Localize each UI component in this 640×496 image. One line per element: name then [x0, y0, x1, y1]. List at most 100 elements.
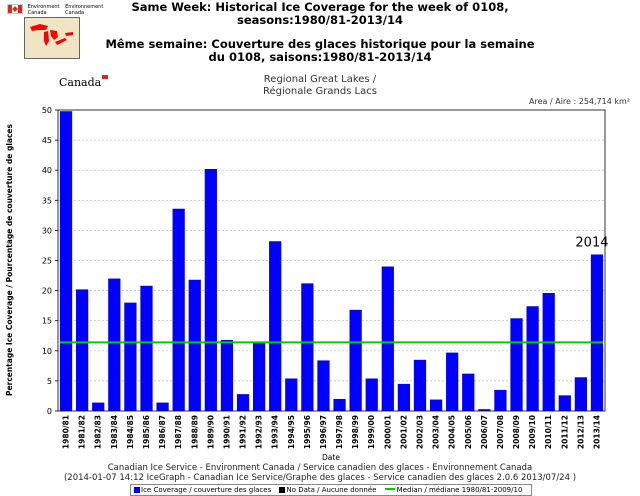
x-tick-label: 1988/89 [190, 415, 199, 449]
bar-2009-10 [526, 306, 539, 411]
wordmark-flag-icon [102, 75, 109, 79]
bar-1998-99 [349, 309, 362, 411]
x-tick-label: 2013/14 [592, 415, 601, 449]
dept-fr-line1: Environnement [65, 4, 104, 10]
legend-item-no-data: No Data / Aucune donnée [279, 485, 376, 495]
bar-2003-04 [429, 399, 443, 411]
footer-line-1: Canadian Ice Service - Environment Canad… [107, 463, 533, 473]
canada-flag-icon [7, 4, 23, 14]
x-tick-label: 2011/12 [560, 415, 569, 449]
x-tick-label: 1981/82 [78, 415, 87, 449]
bar-1986-87 [156, 402, 169, 411]
x-tick-label: 1980/81 [62, 415, 71, 449]
bar-1990-91 [220, 339, 234, 411]
y-tick-label: 0 [47, 407, 52, 416]
x-tick-label: 2000/01 [383, 415, 392, 449]
chart-subtitle: Regional Great Lakes / Régionale Grands … [160, 74, 480, 98]
x-tick-label: 1984/85 [126, 415, 135, 449]
bar-1995-96 [301, 283, 314, 411]
x-tick-label: 1992/93 [255, 415, 264, 449]
dept-name-en: Environment Canada [28, 4, 60, 16]
legend-label-ice-coverage: Ice Coverage / couverture des glaces [141, 486, 272, 494]
bar-1989-90 [204, 168, 217, 411]
chart-title: Same Week: Historical Ice Coverage for t… [100, 0, 540, 64]
legend: Ice Coverage / couverture des glaces No … [130, 484, 533, 496]
bar-2010-11 [542, 293, 555, 411]
x-tick-label: 2008/09 [512, 415, 521, 449]
x-tick-label: 1994/95 [287, 415, 296, 449]
x-tick-label: 2001/02 [399, 415, 408, 449]
bar-1980-81 [59, 111, 73, 411]
government-header: Environment Canada Environnement Canada [7, 4, 107, 16]
y-tick-label: 25 [42, 257, 52, 266]
bar-2000-01 [381, 266, 394, 411]
bar-2011-12 [558, 395, 571, 411]
x-tick-label: 1989/90 [206, 415, 215, 449]
bar-1999-00 [365, 378, 378, 411]
bar-1992-93 [252, 342, 266, 411]
x-tick-label: 2004/05 [448, 415, 457, 449]
y-tick-label: 20 [42, 287, 52, 296]
bar-1983-84 [108, 278, 121, 411]
bar-2013-14 [590, 254, 604, 411]
x-tick-label: 1995/96 [303, 415, 312, 449]
y-axis-label: Percentage Ice Coverage / Pourcentage de… [5, 123, 14, 395]
bar-1981-82 [76, 289, 89, 411]
x-tick-label: 2002/03 [415, 415, 424, 449]
subtitle-fr: Régionale Grands Lacs [263, 86, 377, 97]
bar-1985-86 [140, 285, 153, 411]
bar-1984-85 [124, 302, 137, 411]
y-tick-label: 40 [42, 166, 52, 175]
dept-fr-line2: Canada [65, 10, 85, 16]
x-tick-label: 1987/88 [174, 415, 183, 449]
x-tick-label: 2003/04 [432, 415, 441, 449]
canada-wordmark: Canada [59, 75, 109, 89]
dept-en-line1: Environment [27, 4, 60, 10]
dept-name-fr: Environnement Canada [65, 4, 103, 16]
y-tick-labels: 0 5 10 15 20 25 30 35 40 45 50 [42, 106, 58, 416]
x-tick-label: 1993/94 [271, 415, 280, 449]
chart-title-en: Same Week: Historical Ice Coverage for t… [131, 0, 509, 27]
x-tick-label: 1999/00 [367, 415, 376, 449]
x-tick-label: 1983/84 [110, 415, 119, 449]
legend-item-median: Median / médiane 1980/81-2009/10 [384, 485, 523, 495]
x-tick-label: 1985/86 [142, 415, 151, 449]
bar-2006-07 [478, 409, 491, 411]
x-tick-label: 1998/99 [351, 415, 360, 449]
y-tick-label: 15 [42, 317, 52, 326]
x-tick-label: 2005/06 [464, 415, 473, 449]
x-tick-label: 1997/98 [335, 415, 344, 449]
bar-1987-88 [172, 208, 185, 411]
bars [59, 111, 604, 411]
x-tick-label: 2012/13 [576, 415, 585, 449]
legend-label-median: Median / médiane 1980/81-2009/10 [396, 486, 523, 494]
footer-line-2: (2014-01-07 14:12 IceGraph - Canadian Ic… [63, 473, 577, 483]
y-tick-label: 5 [47, 377, 52, 386]
y-tick-label: 10 [42, 347, 52, 356]
great-lakes-map-icon [24, 17, 80, 59]
legend-swatch-median [384, 488, 395, 490]
canada-wordmark-text: Canada [59, 76, 102, 89]
bar-1996-97 [317, 360, 330, 411]
y-tick-label: 50 [42, 106, 52, 115]
x-tick-label: 1982/83 [94, 415, 103, 449]
x-tick-label: 2006/07 [480, 415, 489, 449]
subtitle-en: Regional Great Lakes / [263, 74, 377, 85]
legend-swatch-ice-coverage [134, 487, 140, 493]
x-axis-label: Date [322, 453, 340, 462]
y-tick-label: 30 [42, 226, 52, 235]
bar-1988-89 [188, 279, 201, 411]
legend-item-ice-coverage: Ice Coverage / couverture des glaces [134, 485, 271, 495]
grid-lines [58, 139, 605, 382]
chart-title-fr: Même semaine: Couverture des glaces hist… [105, 37, 535, 64]
x-tick-label: 1996/97 [319, 415, 328, 449]
x-tick-label: 2010/11 [544, 415, 553, 449]
bar-1993-94 [269, 241, 282, 411]
bar-1982-83 [92, 402, 105, 411]
bar-1997-98 [333, 398, 346, 411]
bar-2001-02 [397, 383, 411, 411]
x-tick-label: 1990/91 [222, 415, 231, 449]
legend-swatch-no-data [279, 487, 286, 493]
